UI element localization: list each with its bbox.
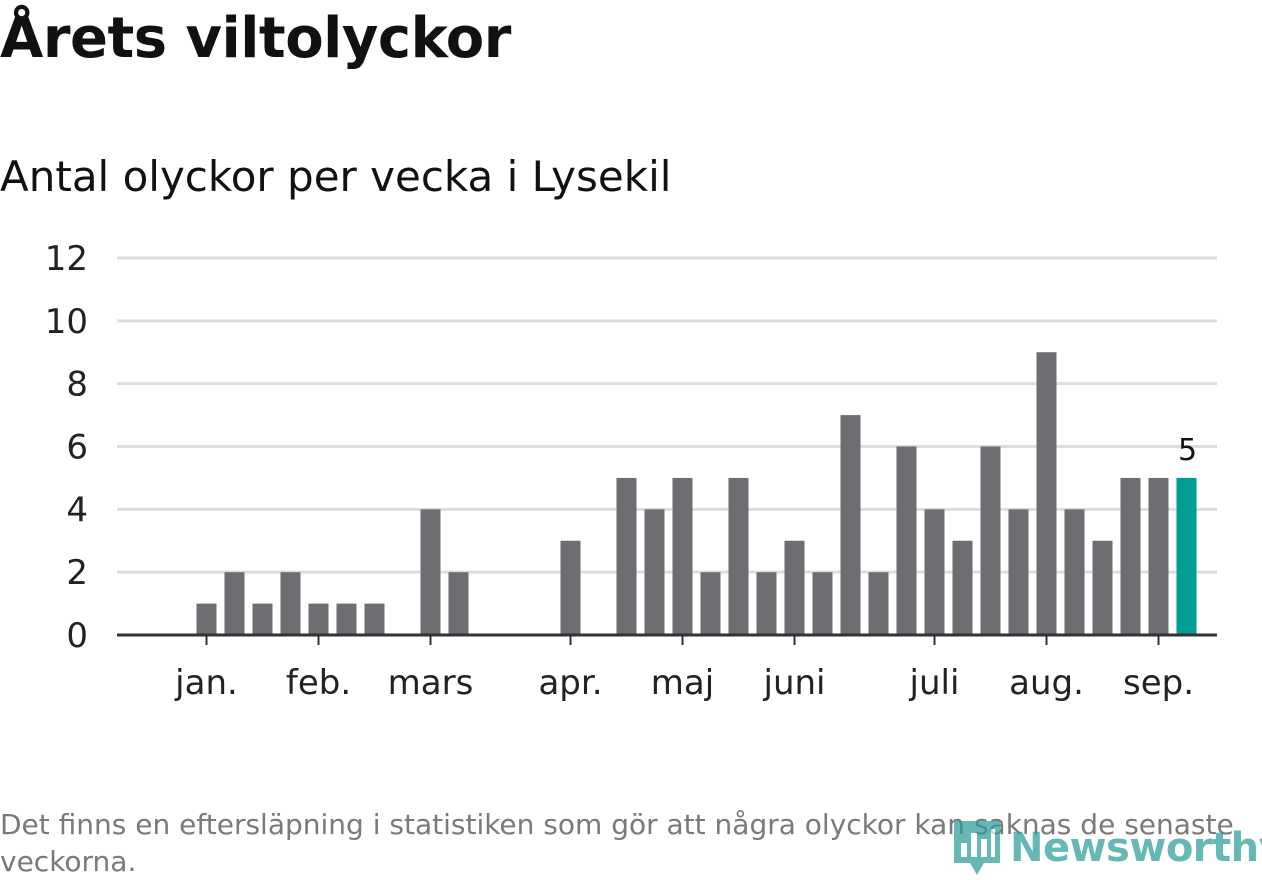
x-tick-label: feb.	[286, 663, 351, 703]
bar	[560, 540, 581, 635]
bar	[980, 446, 1001, 635]
x-tick-label: apr.	[538, 663, 602, 703]
x-tick-label: sep.	[1123, 663, 1194, 703]
y-tick-label: 6	[66, 428, 88, 468]
bar	[196, 603, 217, 635]
bar	[784, 540, 805, 635]
data-labels: 5	[1178, 433, 1197, 468]
bar	[224, 572, 245, 635]
newsworthy-logo: Newsworthy	[952, 818, 1262, 878]
y-tick-label: 12	[45, 239, 88, 279]
bar	[644, 509, 665, 635]
data-label: 5	[1178, 433, 1197, 468]
bar	[308, 603, 329, 635]
x-tick-label: aug.	[1009, 663, 1084, 703]
chart-title: Årets viltolyckor	[0, 6, 511, 71]
y-tick-label: 2	[66, 553, 88, 593]
footnote: Det finns en eftersläpning i statistiken…	[0, 808, 1234, 878]
bar	[1064, 509, 1085, 635]
bar	[700, 572, 721, 635]
y-tick-label: 8	[66, 365, 88, 405]
bar	[896, 446, 917, 635]
bar	[1120, 477, 1141, 635]
bar	[868, 572, 889, 635]
y-tick-label: 10	[45, 302, 88, 342]
highlight-bar	[1176, 477, 1197, 635]
bar	[840, 415, 861, 635]
bar	[1036, 352, 1057, 635]
chart-subtitle: Antal olyckor per vecka i Lysekil	[0, 152, 672, 201]
x-tick-label: mars	[388, 663, 474, 703]
bar	[728, 477, 749, 635]
bar	[952, 540, 973, 635]
x-tick-label: juli	[909, 663, 960, 703]
bar	[1092, 540, 1113, 635]
bar	[616, 477, 637, 635]
x-tick-label: maj	[651, 663, 714, 703]
bar	[924, 509, 945, 635]
bars	[196, 352, 1197, 635]
bar	[448, 572, 469, 635]
y-tick-label: 4	[66, 490, 88, 530]
y-tick-label: 0	[66, 616, 88, 656]
bar	[1008, 509, 1029, 635]
bar	[756, 572, 777, 635]
bar	[1148, 477, 1169, 635]
newsworthy-logo-icon	[954, 821, 1000, 875]
logo-text: Newsworthy	[1010, 825, 1262, 871]
y-axis-ticks: 0 2 4 6 8 10 12	[45, 239, 88, 656]
x-tick-label: juni	[763, 663, 826, 703]
bar	[812, 572, 833, 635]
x-axis-ticks: jan. feb. mars apr. maj juni juli aug. sep.	[174, 635, 1194, 703]
bar	[336, 603, 357, 635]
bar	[280, 572, 301, 635]
bar	[672, 477, 693, 635]
x-tick-label: jan.	[174, 663, 238, 703]
bar	[252, 603, 273, 635]
bar	[364, 603, 385, 635]
bar-chart: 0 2 4 6 8 10 12 jan. feb. mars apr. maj juni juli aug…	[45, 239, 1217, 703]
bar	[420, 509, 441, 635]
